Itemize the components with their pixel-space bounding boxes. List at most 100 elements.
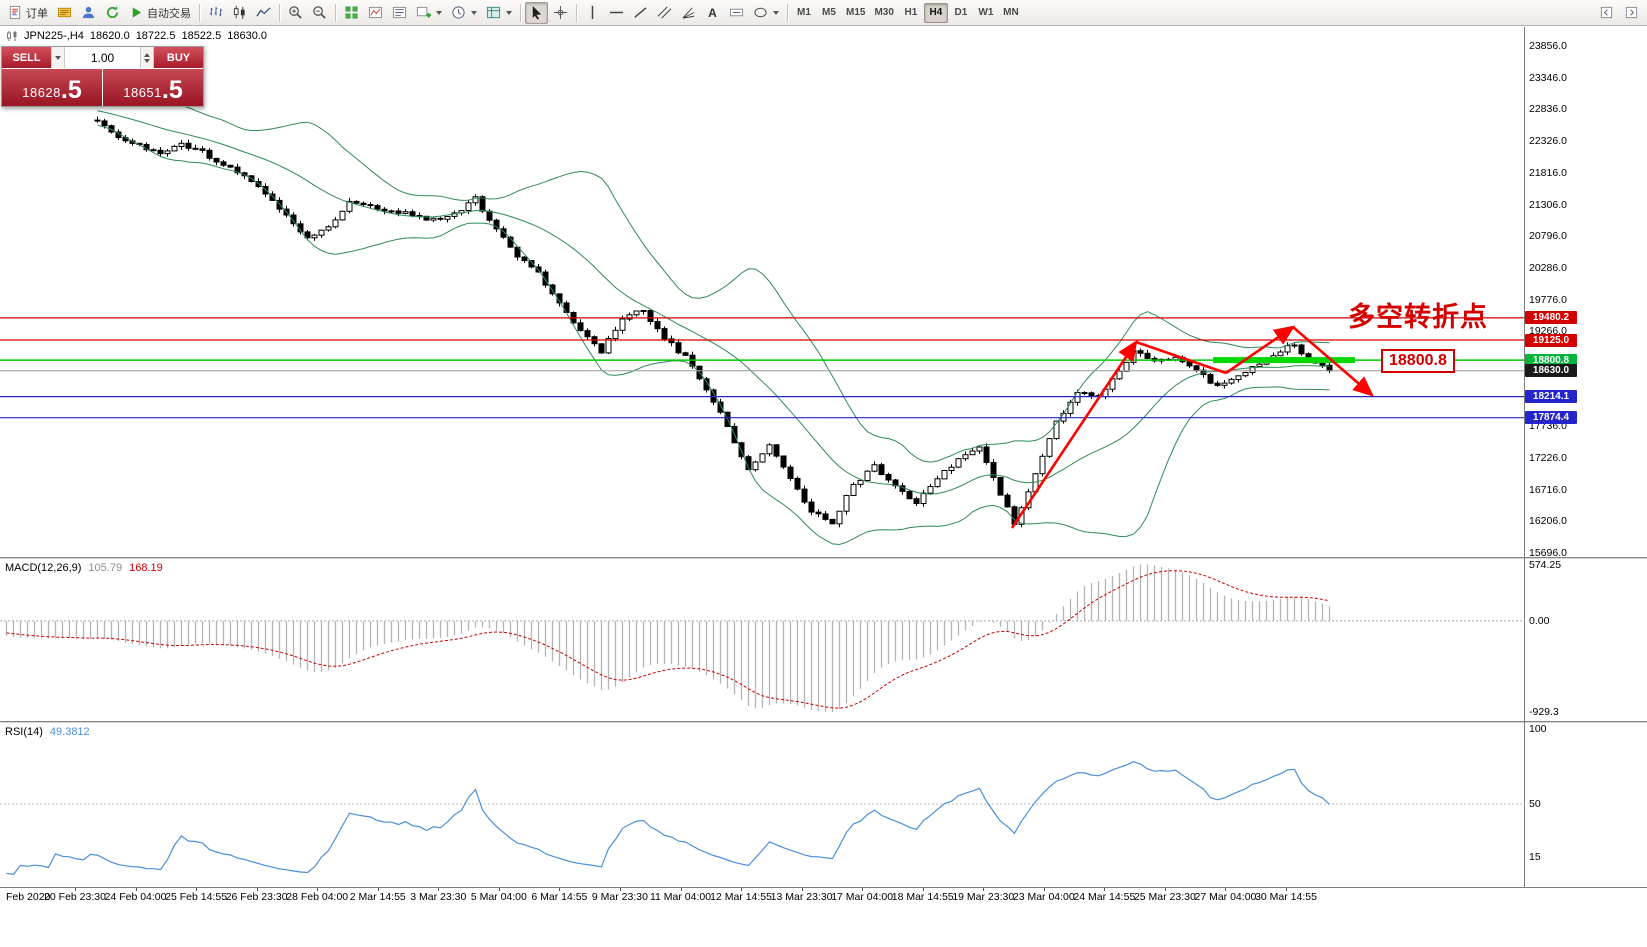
line-chart-icon <box>256 7 271 17</box>
sell-price[interactable]: 18628.5 <box>2 69 102 106</box>
toolbar-separator <box>520 3 521 22</box>
timeframe-button-m15[interactable]: M15 <box>846 7 866 18</box>
toolbar-separator <box>279 3 280 22</box>
period-caret-icon <box>471 10 477 15</box>
crosshair-icon <box>553 5 568 20</box>
market-watch-button[interactable] <box>53 2 76 24</box>
period-button[interactable] <box>447 2 481 24</box>
low-value: 18522.5 <box>181 30 222 42</box>
chart-next-icon <box>1625 6 1638 19</box>
autotrading-play-icon <box>132 7 142 18</box>
price-axis-tick: 17736.0 <box>1529 420 1567 433</box>
bar-chart-button[interactable] <box>204 2 227 24</box>
zoom-out-button[interactable] <box>308 2 331 24</box>
timeframe-button-m30[interactable]: M30 <box>874 7 894 18</box>
price-axis-tick: 16206.0 <box>1529 515 1567 528</box>
horizontal-line-tool-button[interactable] <box>605 2 628 24</box>
volume-dropdown-button[interactable] <box>51 47 65 68</box>
shapes-tool-button[interactable] <box>749 2 783 24</box>
volume-input[interactable]: 1.00 <box>65 47 140 68</box>
new-order-label: 订单 <box>26 7 48 20</box>
trend-arrow-segment <box>1010 339 1138 529</box>
cursor-icon <box>532 5 542 20</box>
buy-price[interactable]: 18651.5 <box>103 69 203 106</box>
channel-tool-button[interactable] <box>653 2 676 24</box>
price-level-lines <box>0 317 1524 419</box>
timeframe-button-m5[interactable]: M5 <box>822 7 836 18</box>
channel-icon <box>657 6 672 19</box>
timeframe-button-w1[interactable]: W1 <box>978 7 994 18</box>
rsi-indicator-chart[interactable] <box>0 723 1524 887</box>
panel-splitter[interactable] <box>0 721 1647 723</box>
fibonacci-tool-button[interactable] <box>677 2 700 24</box>
price-tag-18214.1: 18214.1 <box>1525 390 1577 404</box>
price-axis-tick: 23346.0 <box>1529 71 1567 84</box>
trendline-tool-button[interactable] <box>629 2 652 24</box>
buy-price-pips: .5 <box>161 76 183 104</box>
macd-name: MACD(12,26,9) <box>5 562 82 574</box>
refresh-button[interactable] <box>101 2 124 24</box>
buy-button[interactable]: BUY <box>154 47 203 68</box>
price-axis-tick: 23856.0 <box>1529 40 1567 53</box>
stepper-up-icon <box>144 52 150 57</box>
label-tool-button[interactable] <box>725 2 748 24</box>
chart-next-button[interactable] <box>1620 2 1643 24</box>
trade-panel-controls: SELL 1.00 BUY <box>2 47 203 69</box>
chart-prev-button[interactable] <box>1595 2 1618 24</box>
indicator-list-icon <box>392 6 407 19</box>
profile-button[interactable] <box>77 2 100 24</box>
bollinger-upper-band <box>97 95 1330 463</box>
autotrading-button[interactable]: 自动交易 <box>125 2 195 24</box>
trend-arrows <box>1010 325 1374 529</box>
new-chart-caret-icon <box>436 10 442 15</box>
macd-label-line: MACD(12,26,9) 105.79 168.19 <box>5 562 163 574</box>
line-chart-button[interactable] <box>252 2 275 24</box>
timeframe-button-m1[interactable]: M1 <box>797 7 811 18</box>
sell-button[interactable]: SELL <box>2 47 51 68</box>
timeframe-button-mn[interactable]: MN <box>1003 7 1019 18</box>
level-highlight-segment <box>1213 357 1355 364</box>
panel-splitter[interactable] <box>0 557 1647 559</box>
indicators-button[interactable] <box>364 2 387 24</box>
time-axis[interactable] <box>0 887 1647 907</box>
rsi-name: RSI(14) <box>5 726 43 738</box>
candlestick-chart-button[interactable] <box>228 2 251 24</box>
indicators-icon <box>368 6 383 19</box>
open-value: 18620.0 <box>89 30 130 42</box>
trend-arrow-segment <box>1292 326 1374 397</box>
template-button[interactable] <box>482 2 516 24</box>
new-order-button[interactable]: 订单 <box>4 2 52 24</box>
main-price-chart[interactable] <box>0 27 1524 557</box>
timeframe-button-h1[interactable]: H1 <box>904 7 918 18</box>
buy-price-main: 18651 <box>123 85 162 100</box>
new-chart-icon <box>416 6 431 18</box>
bull-bear-turning-point-annotation: 多空转折点 <box>1348 302 1488 333</box>
market-watch-icon <box>57 7 72 18</box>
shapes-icon <box>754 7 767 18</box>
fibonacci-icon <box>682 7 695 19</box>
cursor-tool-button[interactable] <box>525 1 548 24</box>
timeframe-button-d1[interactable]: D1 <box>954 7 968 18</box>
tile-windows-button[interactable] <box>340 2 363 24</box>
timeframe-button-h4[interactable]: H4 <box>923 2 948 23</box>
vertical-line-tool-button[interactable] <box>581 2 604 24</box>
toolbar-separator <box>576 3 577 22</box>
price-tag-18800.8: 18800.8 <box>1525 353 1577 367</box>
macd-indicator-chart[interactable] <box>0 559 1524 721</box>
candles-group <box>94 116 1333 528</box>
volume-stepper[interactable] <box>140 47 154 68</box>
macd-signal-line <box>6 570 1330 709</box>
price-tag-17874.4: 17874.4 <box>1525 411 1577 425</box>
crosshair-tool-button[interactable] <box>549 2 572 24</box>
price-axis-tick: 19776.0 <box>1529 293 1567 306</box>
macd-axis-tick: 0.00 <box>1529 614 1550 627</box>
high-value: 18722.5 <box>135 30 176 42</box>
new-chart-button[interactable] <box>412 2 446 24</box>
zoom-in-button[interactable] <box>284 2 307 24</box>
new-order-icon <box>9 5 21 20</box>
trend-arrow-segment <box>1225 325 1296 375</box>
indicator-list-button[interactable] <box>388 2 411 24</box>
rsi-axis-tick: 50 <box>1529 798 1541 810</box>
text-tool-button[interactable]: A <box>701 2 724 24</box>
